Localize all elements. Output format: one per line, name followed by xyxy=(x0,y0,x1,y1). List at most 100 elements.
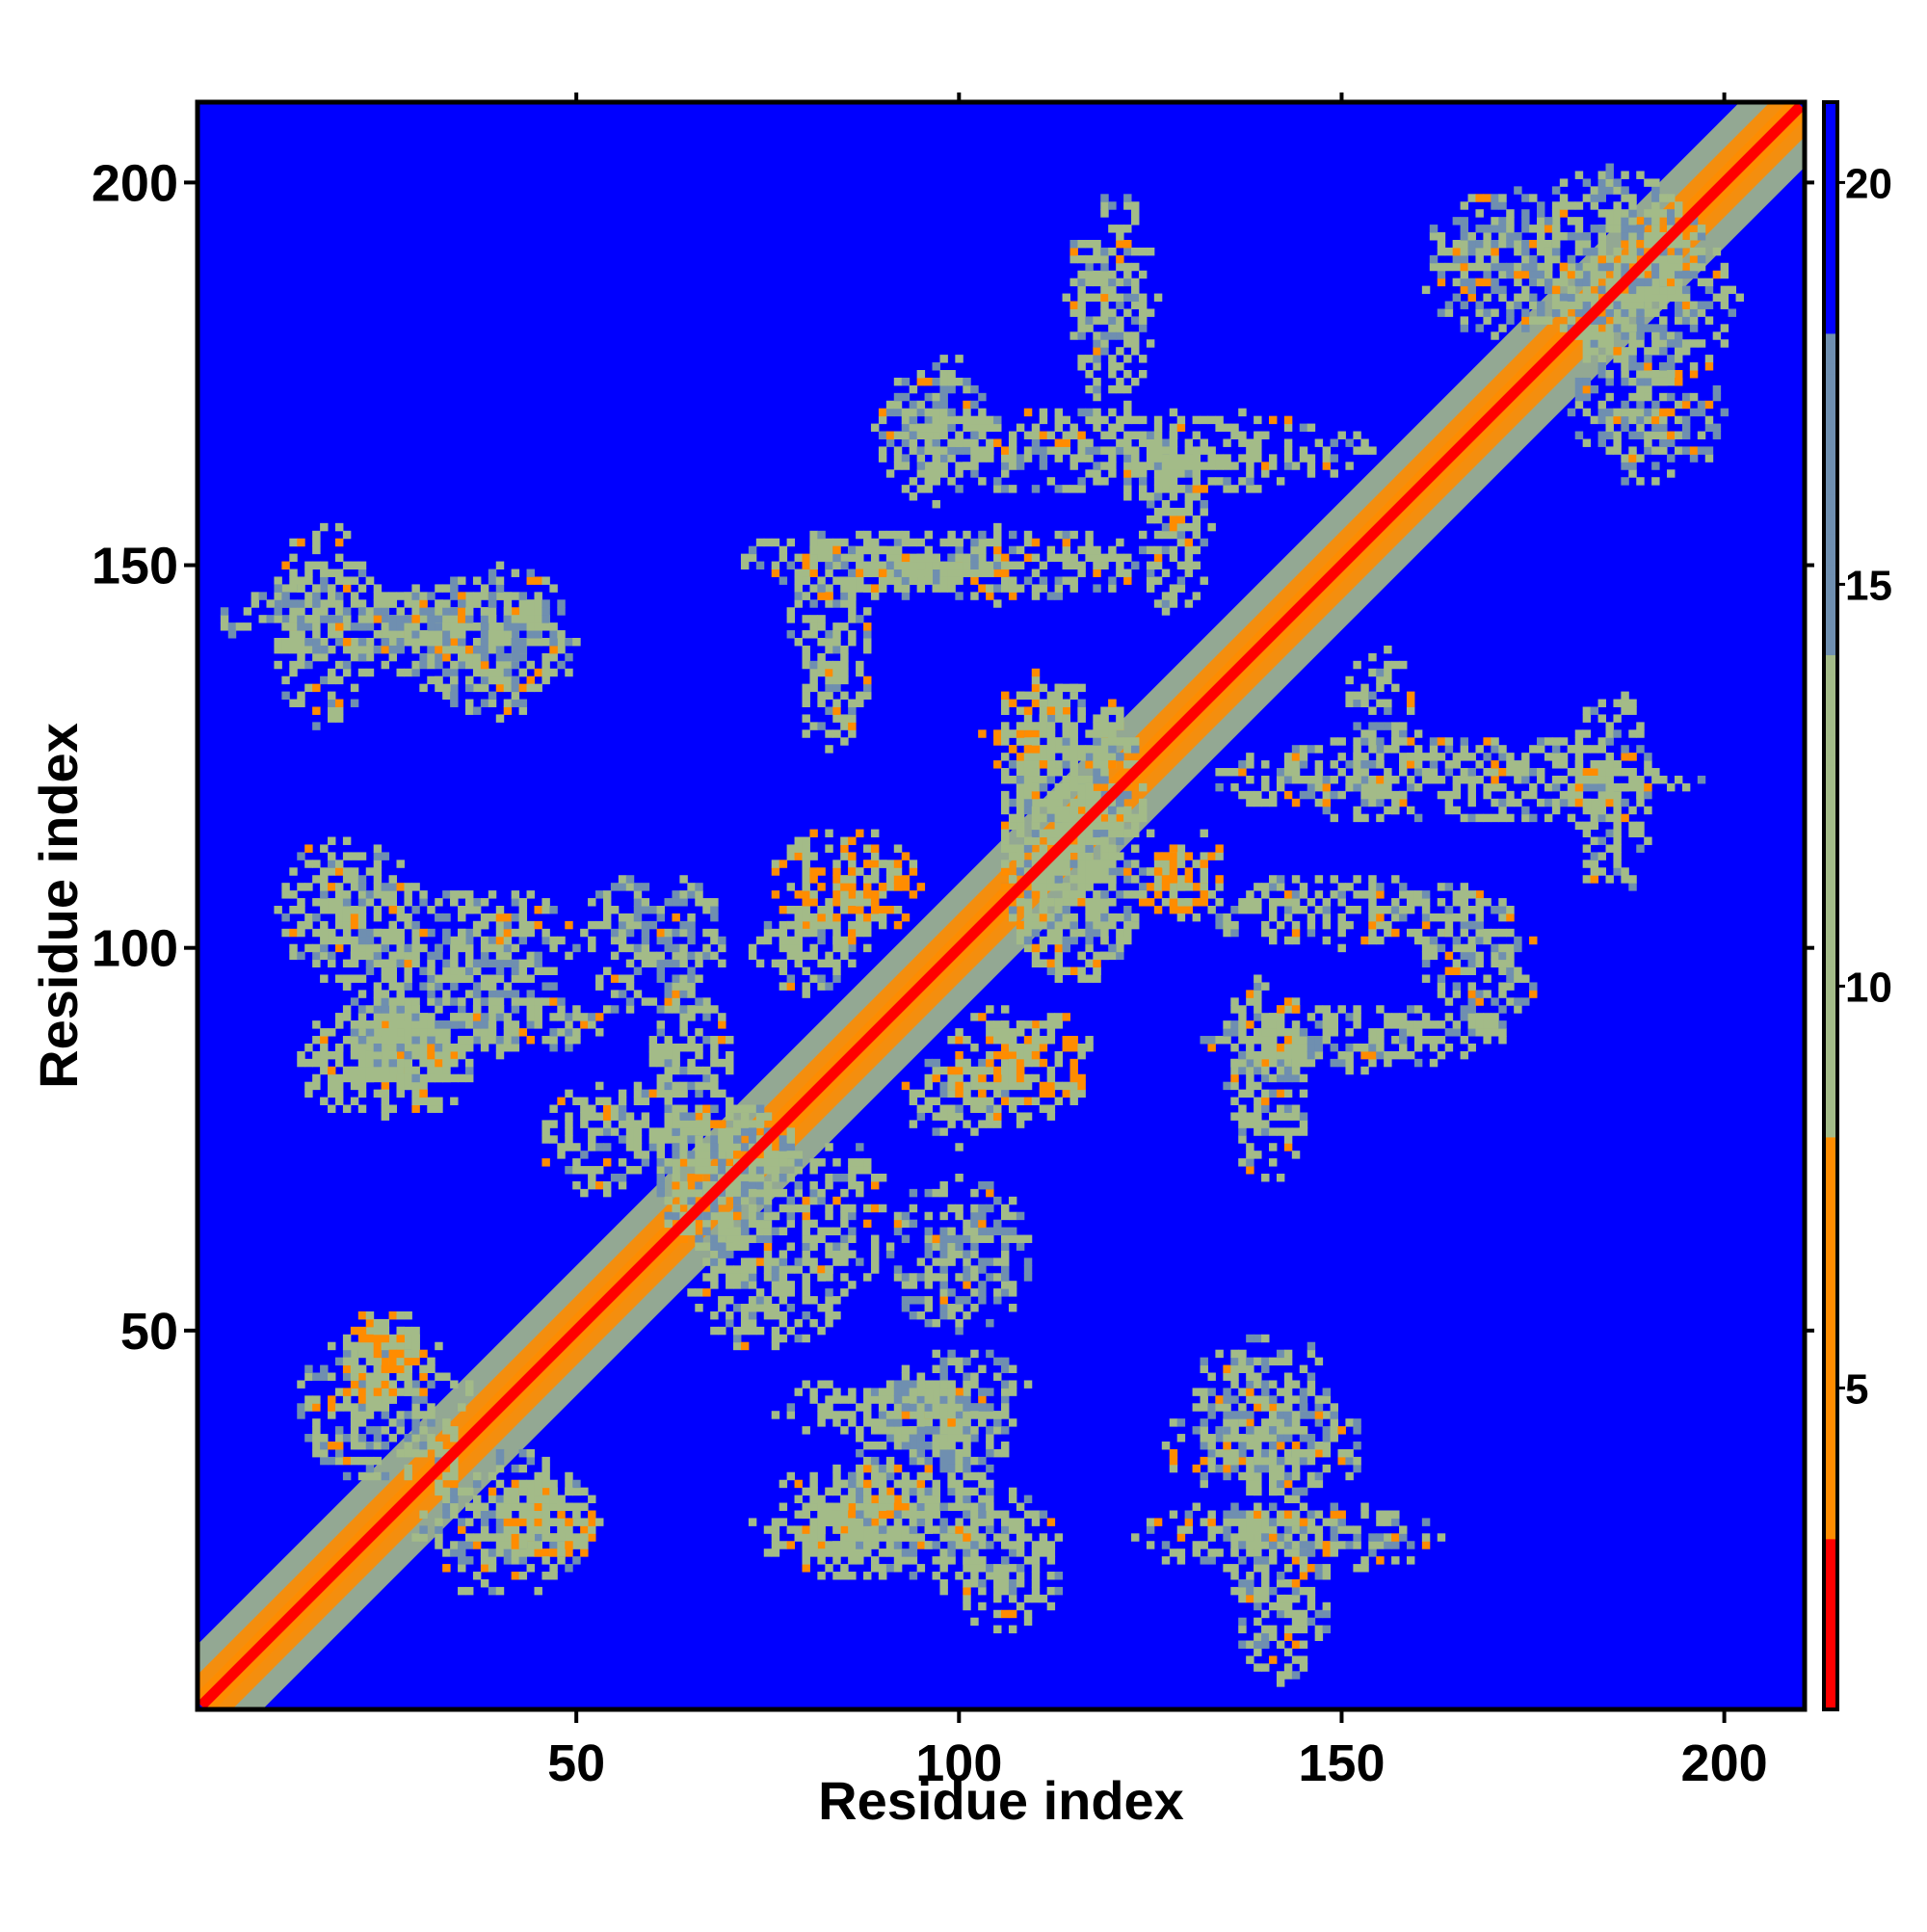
heatmap-cell xyxy=(534,920,542,930)
heatmap-cell xyxy=(1023,1617,1033,1627)
heatmap-cell xyxy=(1108,584,1117,593)
heatmap-cell xyxy=(1391,898,1400,907)
heatmap-cell xyxy=(1001,1388,1010,1396)
heatmap-cell xyxy=(1590,706,1599,715)
heatmap-cell xyxy=(1246,1112,1254,1121)
heatmap-cell xyxy=(1161,462,1171,470)
heatmap-cell xyxy=(472,1502,482,1511)
heatmap-cell xyxy=(549,1572,558,1580)
heatmap-cell xyxy=(1146,515,1155,524)
heatmap-cell xyxy=(1261,1089,1270,1098)
heatmap-cell xyxy=(1314,890,1324,899)
heatmap-cell xyxy=(893,576,903,585)
heatmap-cell xyxy=(763,1548,773,1557)
heatmap-cell xyxy=(771,1518,780,1526)
heatmap-cell xyxy=(1116,225,1124,233)
heatmap-cell xyxy=(1261,431,1270,439)
heatmap-cell xyxy=(304,913,313,922)
heatmap-cell xyxy=(1491,951,1499,961)
heatmap-cell xyxy=(916,400,926,410)
heatmap-cell xyxy=(1062,576,1070,585)
heatmap-cell xyxy=(1108,331,1117,340)
heatmap-cell xyxy=(825,1518,833,1526)
heatmap-cell xyxy=(526,997,535,1006)
heatmap-cell xyxy=(1444,913,1454,922)
heatmap-cell xyxy=(1582,278,1592,287)
heatmap-cell xyxy=(1276,1471,1285,1481)
heatmap-cell xyxy=(817,584,826,593)
heatmap-cell xyxy=(1330,1028,1338,1037)
heatmap-cell xyxy=(848,1395,857,1404)
heatmap-cell xyxy=(947,1502,956,1511)
heatmap-cell xyxy=(396,1310,405,1320)
heatmap-cell xyxy=(1399,760,1408,769)
heatmap-cell xyxy=(312,1081,321,1091)
heatmap-cell xyxy=(373,928,383,938)
heatmap-cell xyxy=(1108,423,1117,433)
heatmap-cell xyxy=(1138,485,1148,493)
heatmap-cell xyxy=(1291,760,1301,769)
heatmap-cell xyxy=(1108,285,1117,295)
heatmap-cell xyxy=(1176,507,1186,516)
heatmap-cell xyxy=(1574,201,1584,210)
heatmap-cell xyxy=(1567,217,1576,225)
heatmap-cell xyxy=(518,997,528,1006)
heatmap-cell xyxy=(1384,782,1392,792)
heatmap-cell xyxy=(786,1471,796,1481)
heatmap-cell xyxy=(932,1525,940,1534)
heatmap-cell xyxy=(1551,753,1561,761)
heatmap-cell xyxy=(427,630,436,639)
heatmap-cell xyxy=(1399,890,1408,899)
heatmap-cell xyxy=(404,997,412,1006)
heatmap-cell xyxy=(572,1502,581,1511)
heatmap-cell xyxy=(328,691,336,701)
heatmap-cell xyxy=(1283,1036,1293,1045)
heatmap-cell xyxy=(963,1426,971,1435)
heatmap-cell xyxy=(963,462,971,470)
heatmap-cell xyxy=(1621,308,1629,317)
heatmap-cell xyxy=(1192,446,1201,455)
heatmap-cell xyxy=(1039,576,1048,585)
heatmap-cell xyxy=(1674,308,1683,317)
heatmap-cell xyxy=(986,1349,994,1359)
heatmap-cell xyxy=(1254,1464,1262,1473)
heatmap-cell xyxy=(1330,760,1338,769)
heatmap-cell xyxy=(1360,1043,1369,1052)
heatmap-cell xyxy=(1506,928,1515,938)
heatmap-cell xyxy=(465,1043,474,1052)
heatmap-cell xyxy=(1551,782,1561,792)
heatmap-cell xyxy=(1054,553,1064,563)
heatmap-cell xyxy=(955,1464,964,1473)
heatmap-cell xyxy=(1001,1609,1010,1619)
heatmap-cell xyxy=(534,1471,542,1481)
heatmap-cell xyxy=(297,1403,305,1412)
heatmap-cell xyxy=(947,1403,956,1412)
heatmap-cell xyxy=(963,415,971,425)
heatmap-cell xyxy=(1069,239,1078,249)
heatmap-cell xyxy=(909,1411,918,1419)
heatmap-cell xyxy=(963,561,971,570)
heatmap-cell xyxy=(1108,247,1117,256)
heatmap-cell xyxy=(1467,798,1476,807)
heatmap-cell xyxy=(794,638,803,647)
heatmap-cell xyxy=(1146,576,1155,585)
heatmap-cell xyxy=(1574,753,1584,761)
heatmap-cell xyxy=(1384,790,1392,800)
heatmap-cell xyxy=(1544,813,1553,823)
heatmap-cell xyxy=(320,675,329,685)
heatmap-cell xyxy=(1291,1050,1301,1060)
heatmap-cell xyxy=(978,1533,987,1542)
heatmap-cell xyxy=(557,936,566,945)
heatmap-cell xyxy=(1444,920,1454,930)
heatmap-cell xyxy=(993,1625,1002,1634)
heatmap-cell xyxy=(541,1502,550,1511)
heatmap-cell xyxy=(955,446,964,455)
heatmap-cell xyxy=(1054,592,1064,600)
heatmap-cell xyxy=(404,1043,412,1052)
heatmap-cell xyxy=(840,1502,849,1511)
heatmap-cell xyxy=(1559,760,1569,769)
heatmap-cell xyxy=(1039,462,1048,470)
heatmap-cell xyxy=(427,1013,436,1021)
heatmap-cell xyxy=(1207,1403,1216,1412)
heatmap-cell xyxy=(885,545,895,555)
